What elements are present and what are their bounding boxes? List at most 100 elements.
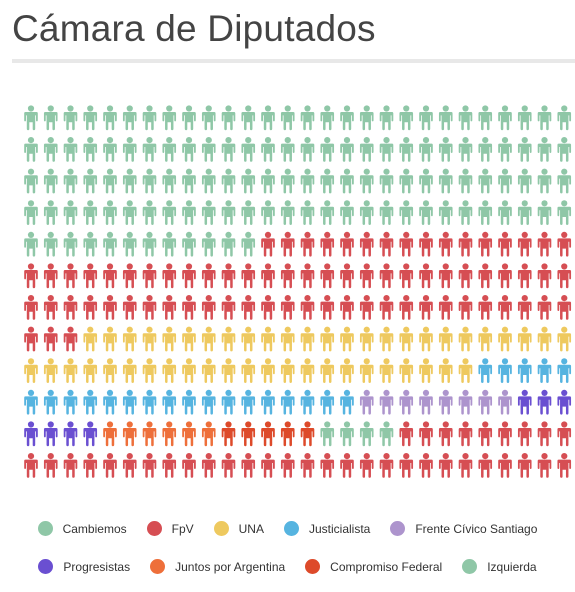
person-icon-justicialista <box>142 389 157 415</box>
person-icon-frente-civico-santiago <box>478 389 493 415</box>
person-icon-cambiemos <box>182 105 196 131</box>
person-icon-fpv <box>379 231 394 257</box>
person-icon-justicialista <box>478 358 493 383</box>
person-icon-fpv <box>280 263 295 289</box>
person-icon-juntos-por-argentina <box>182 421 196 447</box>
person-icon-cambiemos <box>399 137 414 162</box>
person-icon-fpv <box>438 263 453 289</box>
person-icon-cambiemos <box>359 168 374 194</box>
legend-item-compromiso-federal[interactable]: Compromiso Federal <box>305 559 442 574</box>
person-icon-una <box>557 326 572 352</box>
person-icon-juntos-por-argentina <box>103 421 117 447</box>
person-icon-fpv <box>537 453 552 478</box>
person-icon-fpv <box>498 263 512 289</box>
person-icon-cambiemos <box>162 200 177 225</box>
person-icon-frente-civico-santiago <box>359 389 374 415</box>
person-icon-frente-civico-santiago <box>498 389 512 415</box>
person-icon-cambiemos <box>280 168 295 194</box>
person-icon-fpv <box>478 421 493 447</box>
person-icon-cambiemos <box>63 105 78 131</box>
person-icon-una <box>359 326 374 352</box>
person-icon-cambiemos <box>438 168 453 194</box>
person-icon-una <box>399 326 414 352</box>
person-icon-fpv <box>438 453 453 478</box>
person-icon-una <box>320 358 335 383</box>
person-icon-justicialista <box>280 389 295 415</box>
person-icon-justicialista <box>201 389 216 415</box>
person-icon-fpv <box>103 263 117 289</box>
person-icon-fpv <box>320 263 335 289</box>
legend-label: Justicialista <box>308 521 371 536</box>
person-icon-fpv <box>221 453 236 478</box>
person-icon-fpv <box>241 263 256 289</box>
page-title: Cámara de Diputados <box>12 8 376 49</box>
person-icon-cambiemos <box>458 105 473 131</box>
person-icon-fpv <box>537 421 552 447</box>
person-icon-justicialista <box>241 389 256 415</box>
person-icon-justicialista <box>162 389 177 415</box>
person-icon-fpv <box>557 453 572 478</box>
person-icon-fpv <box>399 231 414 257</box>
legend-item-juntos-por-argentina[interactable]: Juntos por Argentina <box>150 559 285 574</box>
person-icon-cambiemos <box>340 137 354 162</box>
person-icon-fpv <box>182 263 196 289</box>
person-icon-fpv <box>458 263 473 289</box>
person-icon-una <box>162 358 177 383</box>
person-icon-cambiemos <box>537 105 552 131</box>
person-icon-cambiemos <box>221 137 236 162</box>
person-icon-una <box>300 358 315 383</box>
person-icon-justicialista <box>83 389 98 415</box>
person-icon-una <box>201 326 216 352</box>
person-icon-una <box>103 326 117 352</box>
legend-swatch-icon <box>462 559 478 574</box>
legend-item-frente-civico-santiago[interactable]: Frente Cívico Santiago <box>390 521 537 536</box>
person-icon-fpv <box>142 295 157 320</box>
person-icon-fpv <box>122 263 137 289</box>
person-icon-cambiemos <box>300 200 315 225</box>
person-icon-fpv <box>320 295 335 320</box>
person-icon-cambiemos <box>182 137 196 162</box>
person-icon-juntos-por-argentina <box>162 421 177 447</box>
person-icon-fpv <box>103 453 117 478</box>
person-icon-una <box>122 358 137 383</box>
person-icon-una <box>83 358 98 383</box>
person-icon-cambiemos <box>103 168 117 194</box>
person-icon-cambiemos <box>221 200 236 225</box>
person-icon-fpv <box>399 453 414 478</box>
person-icon-justicialista <box>182 389 196 415</box>
legend-item-izquierda[interactable]: Izquierda <box>462 559 537 574</box>
person-icon-cambiemos <box>142 231 157 257</box>
person-icon-una <box>280 358 295 383</box>
person-icon-fpv <box>162 295 177 320</box>
legend-item-progresistas[interactable]: Progresistas <box>38 559 130 574</box>
person-icon-cambiemos <box>43 105 58 131</box>
legend-item-fpv[interactable]: FpV <box>146 521 194 536</box>
legend-item-justicialista[interactable]: Justicialista <box>283 521 371 536</box>
person-icon-cambiemos <box>399 105 414 131</box>
person-icon-cambiemos <box>537 200 552 225</box>
person-icon-fpv <box>379 295 394 320</box>
person-icon-justicialista <box>221 389 236 415</box>
person-icon-juntos-por-argentina <box>122 421 137 447</box>
person-icon-una <box>43 358 58 383</box>
person-icon-fpv <box>300 231 315 257</box>
person-icon-una <box>221 326 236 352</box>
person-icon-fpv <box>162 263 177 289</box>
person-icon-cambiemos <box>340 105 354 131</box>
person-icon-una <box>83 326 98 352</box>
person-icon-fpv <box>320 231 335 257</box>
person-icon-fpv <box>359 231 374 257</box>
person-icon-fpv <box>122 295 137 320</box>
person-icon-fpv <box>498 231 512 257</box>
person-icon-cambiemos <box>182 200 196 225</box>
legend-item-una[interactable]: UNA <box>213 521 264 536</box>
person-icon-fpv <box>162 453 177 478</box>
person-icon-cambiemos <box>201 231 216 257</box>
legend-swatch-icon <box>37 521 53 536</box>
person-icon-fpv <box>359 263 374 289</box>
person-icon-cambiemos <box>557 137 572 162</box>
person-icon-cambiemos <box>241 137 256 162</box>
legend-item-cambiemos[interactable]: Cambiemos <box>37 521 127 536</box>
person-icon-cambiemos <box>280 105 295 131</box>
person-icon-justicialista <box>557 358 572 383</box>
